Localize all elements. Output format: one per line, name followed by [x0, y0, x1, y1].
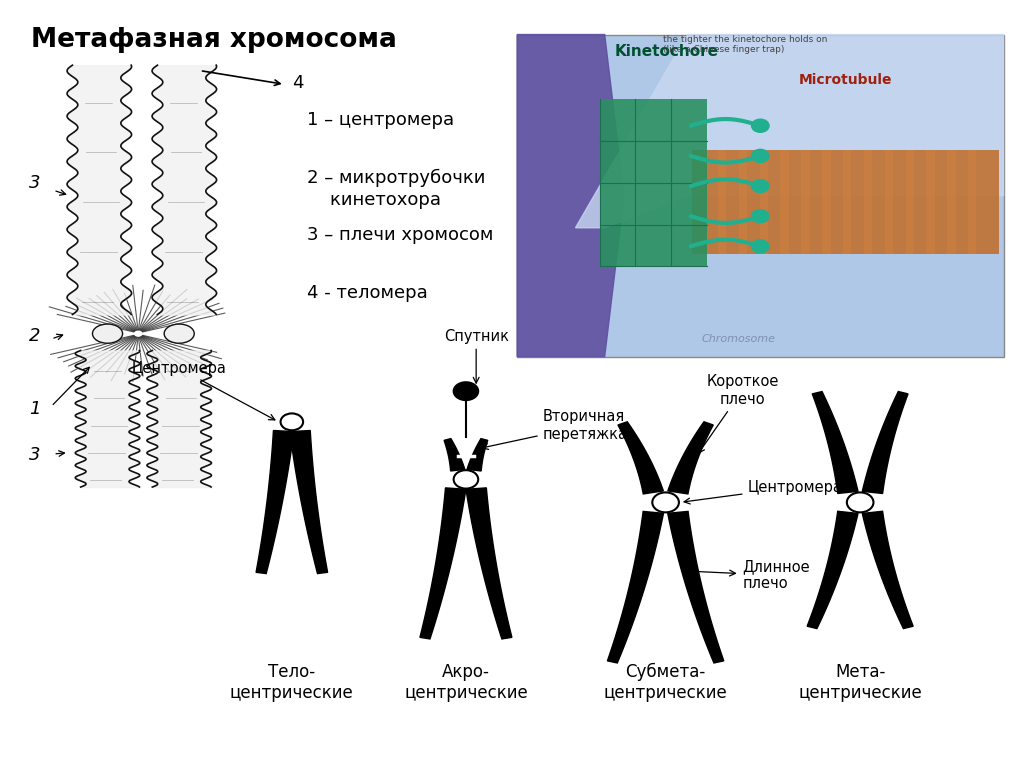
- Text: Короткое
плечо: Короткое плечо: [698, 374, 778, 453]
- Text: 3: 3: [29, 446, 40, 464]
- Bar: [968, 150, 977, 254]
- Text: 3: 3: [29, 174, 40, 192]
- Bar: [780, 150, 788, 254]
- Polygon shape: [812, 391, 858, 493]
- Bar: [802, 150, 810, 254]
- Circle shape: [752, 240, 769, 253]
- Text: Акро-
центрические: Акро- центрические: [404, 663, 527, 702]
- Bar: [517, 35, 1004, 357]
- Polygon shape: [420, 488, 466, 639]
- Bar: [822, 150, 830, 254]
- Circle shape: [847, 492, 873, 512]
- Text: 4: 4: [292, 74, 303, 92]
- Polygon shape: [617, 422, 664, 494]
- Text: Центромера: Центромера: [684, 479, 843, 504]
- Text: 2: 2: [29, 328, 40, 345]
- Text: 1: 1: [29, 400, 40, 418]
- Text: Вторичная
перетяжка: Вторичная перетяжка: [482, 410, 628, 449]
- Polygon shape: [517, 35, 625, 357]
- Bar: [760, 150, 768, 254]
- Bar: [718, 150, 726, 254]
- Polygon shape: [575, 35, 1004, 228]
- Bar: [600, 99, 707, 266]
- Polygon shape: [290, 430, 328, 574]
- Circle shape: [752, 209, 769, 222]
- Text: Метафазная хромосома: Метафазная хромосома: [31, 27, 396, 53]
- Polygon shape: [862, 512, 913, 629]
- Polygon shape: [668, 512, 724, 663]
- Text: Microtubule: Microtubule: [799, 73, 893, 87]
- Polygon shape: [607, 512, 664, 663]
- Bar: [885, 150, 893, 254]
- Bar: [905, 150, 913, 254]
- Circle shape: [752, 119, 769, 132]
- Ellipse shape: [92, 324, 123, 344]
- Text: Спутник: Спутник: [443, 328, 509, 384]
- Circle shape: [752, 179, 769, 193]
- Circle shape: [281, 413, 303, 430]
- Text: 3 – плечи хромосом: 3 – плечи хромосом: [307, 226, 494, 244]
- Polygon shape: [668, 422, 714, 494]
- Bar: [843, 150, 851, 254]
- Text: Kinetochore: Kinetochore: [614, 44, 719, 59]
- Text: Мета-
центрические: Мета- центрические: [799, 663, 922, 702]
- Polygon shape: [466, 488, 512, 639]
- Bar: [692, 150, 998, 254]
- Text: 1 – центромера: 1 – центромера: [307, 111, 455, 129]
- Circle shape: [453, 381, 479, 401]
- Text: 2 – микротрубочки
    кинетохора: 2 – микротрубочки кинетохора: [307, 169, 485, 209]
- Bar: [697, 150, 706, 254]
- Bar: [947, 150, 955, 254]
- Text: Chromosome: Chromosome: [702, 334, 776, 344]
- Text: Субмета-
центрические: Субмета- центрические: [604, 663, 727, 702]
- Polygon shape: [467, 439, 487, 471]
- Circle shape: [454, 470, 478, 489]
- Circle shape: [652, 492, 679, 512]
- Text: the tighter the kinetochore holds on
(like a Chinese finger trap): the tighter the kinetochore holds on (li…: [664, 35, 827, 54]
- Ellipse shape: [164, 324, 195, 344]
- Polygon shape: [862, 391, 908, 493]
- Text: Тело-
центрические: Тело- центрические: [230, 663, 353, 702]
- Polygon shape: [256, 430, 294, 574]
- Polygon shape: [807, 512, 858, 629]
- Bar: [738, 150, 748, 254]
- Circle shape: [752, 150, 769, 163]
- Polygon shape: [444, 439, 465, 471]
- Text: 4 - теломера: 4 - теломера: [307, 284, 428, 301]
- Bar: [927, 150, 935, 254]
- Text: Центромера: Центромера: [132, 360, 274, 420]
- Bar: [864, 150, 872, 254]
- Text: Длинное
плечо: Длинное плечо: [697, 559, 810, 591]
